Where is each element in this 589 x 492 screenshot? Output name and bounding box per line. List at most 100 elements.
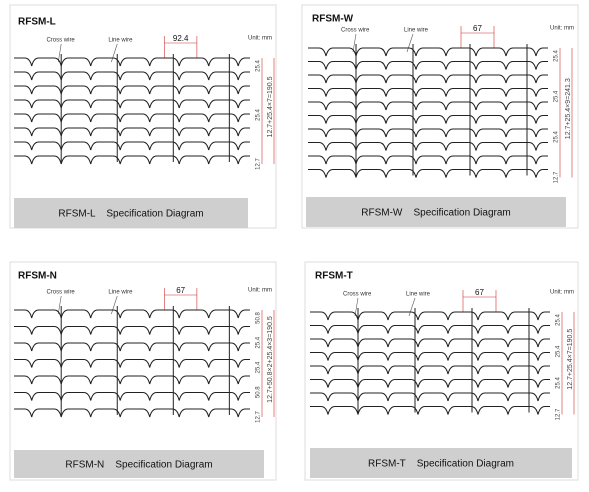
leader bbox=[111, 43, 118, 63]
caption: RFSM-N Specification Diagram bbox=[65, 460, 212, 471]
caption: RFSM-W Specification Diagram bbox=[361, 208, 510, 219]
pitch-value: 92.4 bbox=[173, 34, 189, 43]
pitch-dimension bbox=[164, 288, 198, 310]
unit-label: Unit: mm bbox=[248, 288, 272, 294]
spec-panel: RFSM-W Cross wire Line wire 67 Unit: mm 25.4 2… bbox=[301, 4, 579, 229]
cross-wire bbox=[308, 114, 548, 124]
cross-wire bbox=[14, 155, 250, 165]
cross-wire bbox=[310, 392, 550, 402]
cross-wire bbox=[14, 57, 250, 67]
cross-wire bbox=[308, 168, 548, 178]
total-dimension: 12.7+25.4×7=190.5 bbox=[267, 76, 274, 137]
panel-label: RFSM-N bbox=[18, 271, 57, 282]
unit-label: Unit: mm bbox=[550, 26, 574, 32]
dimension-value: 12.7 bbox=[256, 158, 262, 170]
panel-label: RFSM-W bbox=[312, 14, 354, 25]
total-dimension: 12.7+50.8×2+25.4×3=190.5 bbox=[267, 316, 274, 403]
dimension-value: 50.8 bbox=[256, 312, 262, 324]
cross-wire bbox=[310, 351, 550, 361]
pitch-dimension bbox=[462, 290, 497, 312]
pitch-dimension bbox=[460, 26, 495, 48]
dimension-value: 25.4 bbox=[256, 109, 262, 121]
cross-wire bbox=[310, 405, 550, 415]
line-wire-label: Line wire bbox=[108, 38, 133, 44]
dimension-value: 12.7 bbox=[256, 411, 262, 423]
dimension-value: 25.4 bbox=[556, 314, 562, 326]
cross-wire bbox=[14, 391, 250, 401]
line-wire-label: Line wire bbox=[406, 292, 431, 298]
caption-bar bbox=[14, 450, 264, 478]
dimension-value: 25.4 bbox=[554, 131, 560, 143]
dimension-value: 12.7 bbox=[554, 171, 560, 183]
caption: RFSM-L Specification Diagram bbox=[58, 209, 203, 220]
cross-wire bbox=[14, 408, 250, 418]
dimension-value: 25.4 bbox=[556, 345, 562, 357]
dimension-value: 25.4 bbox=[256, 60, 262, 72]
leader bbox=[408, 297, 416, 317]
spec-panel: RFSM-L Cross wire Line wire 92.4 Unit: mm 25.… bbox=[9, 4, 277, 229]
cross-wire bbox=[308, 128, 548, 138]
spec-panel: RFSM-N Cross wire Line wire 67 Unit: mm 50.8 2… bbox=[9, 261, 277, 481]
cross-wire bbox=[310, 378, 550, 388]
pitch-value: 67 bbox=[473, 24, 482, 33]
spec-panel: RFSM-T Cross wire Line wire 67 Unit: mm 25.4 2… bbox=[304, 261, 579, 481]
cross-wire bbox=[14, 127, 250, 137]
cross-wire bbox=[310, 324, 550, 334]
cross-wire bbox=[14, 309, 250, 319]
cross-wire bbox=[308, 155, 548, 165]
leader bbox=[354, 297, 359, 317]
cross-wire bbox=[14, 325, 250, 335]
cross-wire bbox=[14, 99, 250, 109]
cross-wire bbox=[14, 141, 250, 151]
leader bbox=[406, 33, 414, 53]
dimension-value: 25.4 bbox=[556, 377, 562, 389]
cross-wire bbox=[308, 141, 548, 151]
cross-wire bbox=[14, 358, 250, 368]
panel-border bbox=[9, 4, 277, 229]
dimension-value: 25.4 bbox=[554, 90, 560, 102]
leader bbox=[57, 295, 62, 315]
dimension-value: 25.4 bbox=[554, 50, 560, 62]
cross-wire bbox=[310, 311, 550, 321]
leader bbox=[352, 33, 357, 53]
cross-wire bbox=[310, 338, 550, 348]
cross-wire bbox=[308, 47, 548, 57]
cross-wire bbox=[308, 101, 548, 111]
pitch-value: 67 bbox=[475, 288, 484, 297]
dimension-value: 25.4 bbox=[256, 336, 262, 348]
unit-label: Unit: mm bbox=[248, 36, 272, 42]
cross-wire-label: Cross wire bbox=[46, 290, 75, 296]
dimension-value: 25.4 bbox=[256, 361, 262, 373]
leader bbox=[111, 295, 118, 315]
pitch-dimension bbox=[164, 36, 198, 58]
panel-label: RFSM-L bbox=[18, 17, 56, 28]
caption-bar bbox=[14, 198, 248, 228]
caption-bar bbox=[310, 448, 572, 478]
cross-wire bbox=[14, 113, 250, 123]
panel-label: RFSM-T bbox=[315, 271, 353, 282]
cross-wire-label: Cross wire bbox=[46, 38, 75, 44]
dimension-value: 12.7 bbox=[556, 408, 562, 420]
cross-wire bbox=[14, 85, 250, 95]
panel-border bbox=[301, 4, 579, 229]
cross-wire bbox=[14, 71, 250, 81]
total-dimension: 12.7+25.4×9=241.3 bbox=[565, 78, 572, 139]
cross-wire bbox=[308, 74, 548, 84]
cross-wire bbox=[308, 60, 548, 70]
cross-wire bbox=[14, 375, 250, 385]
caption: RFSM-T Specification Diagram bbox=[368, 459, 514, 470]
cross-wire bbox=[14, 342, 250, 352]
cross-wire bbox=[308, 87, 548, 97]
panel-border bbox=[304, 261, 579, 481]
line-wire-label: Line wire bbox=[404, 28, 429, 34]
total-dimension: 12.7+25.4×7=190.5 bbox=[567, 329, 574, 390]
cross-wire-label: Cross wire bbox=[343, 292, 372, 298]
caption-bar bbox=[306, 197, 566, 227]
leader bbox=[57, 43, 62, 63]
pitch-value: 67 bbox=[176, 286, 185, 295]
cross-wire bbox=[310, 365, 550, 375]
unit-label: Unit: mm bbox=[550, 290, 574, 296]
line-wire-label: Line wire bbox=[108, 290, 133, 296]
panel-border bbox=[9, 261, 277, 481]
